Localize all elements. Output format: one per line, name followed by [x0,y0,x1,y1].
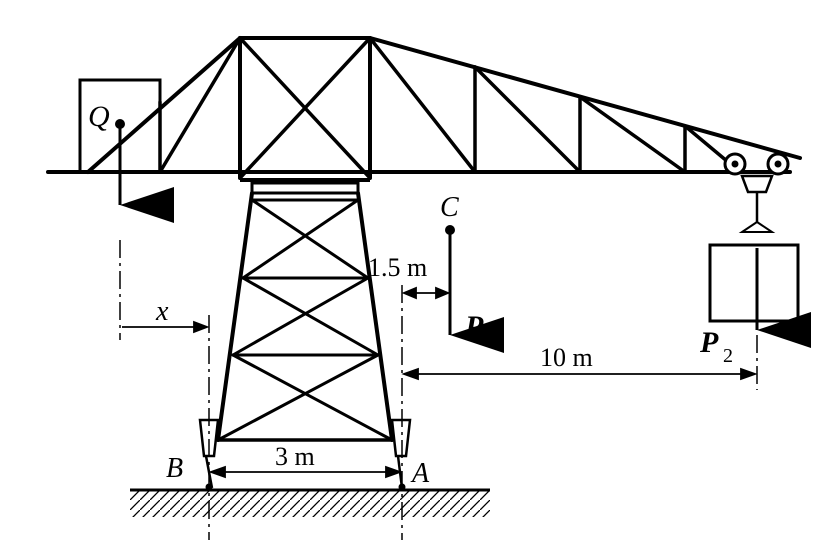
label-A: A [410,458,430,489]
label-1-5m: 1.5 m [368,253,427,282]
label-P2: P [699,326,719,359]
reference-lines [119,240,758,540]
label-Q: Q [88,100,110,133]
counterweight [78,78,174,223]
label-C: C [440,192,459,223]
label-B: B [166,453,183,484]
dimension-1-5m [401,286,451,300]
label-x: x [155,296,169,327]
label-10m: 10 m [540,343,593,372]
dimension-3m [208,465,403,479]
dimension-10m [401,367,758,381]
dimension-x [122,320,210,334]
trolley [723,152,790,233]
point-C [445,225,504,353]
load-box [708,243,811,348]
label-P1: P [464,310,484,343]
label-3m: 3 m [275,442,315,471]
tower [216,191,394,442]
label-P2-subscript: 2 [723,345,733,367]
label-P1-subscript: 1 [487,329,497,351]
boom [46,36,802,180]
turntable [240,178,370,195]
support-A [390,418,412,491]
ground [130,488,490,517]
